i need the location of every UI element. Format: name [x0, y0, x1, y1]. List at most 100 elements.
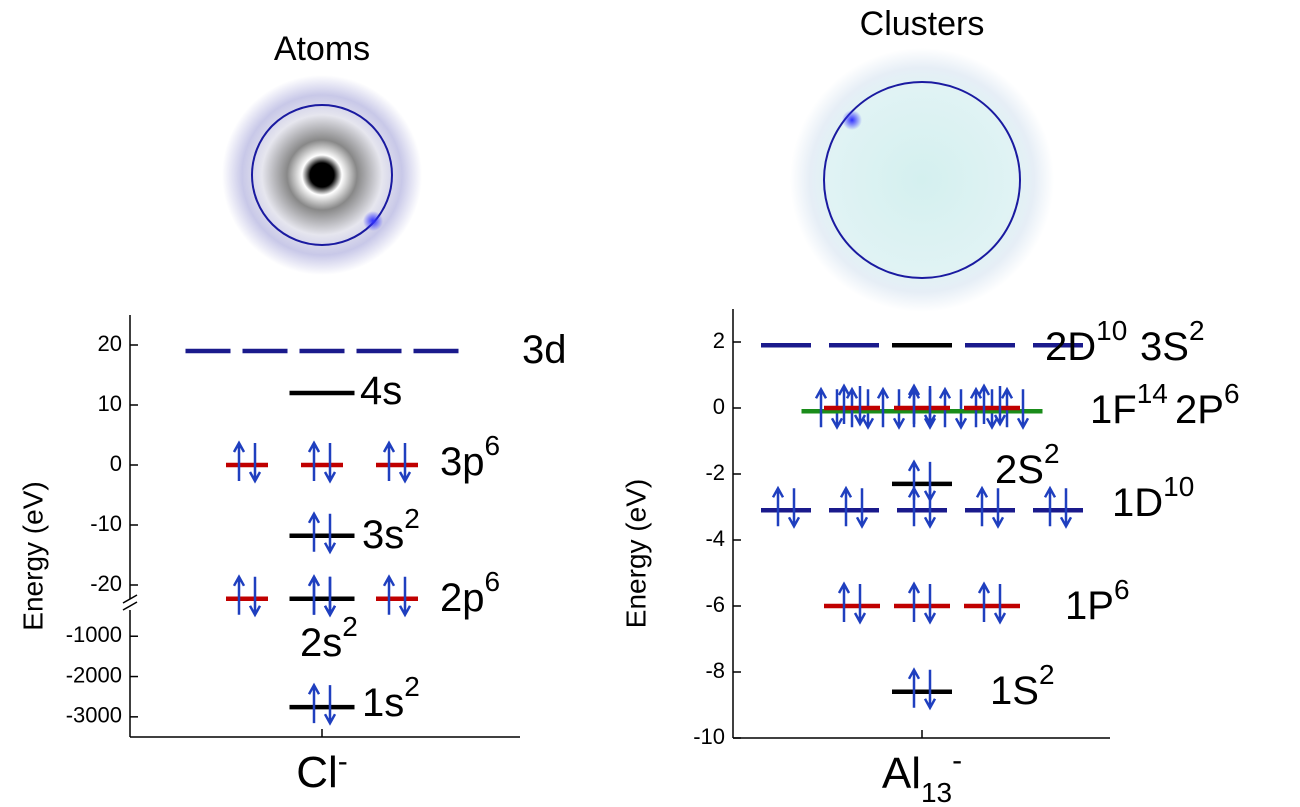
level-name: 2P	[1175, 388, 1224, 432]
level-occupancy: 2	[1039, 659, 1055, 690]
level-label: 2p6	[440, 566, 500, 619]
electron-up	[977, 488, 987, 526]
level-label: 2s2	[300, 611, 358, 664]
y-tick-label: -2	[705, 460, 725, 485]
electron-down	[789, 488, 799, 526]
y-tick-label: -6	[705, 592, 725, 617]
electron-up	[841, 488, 851, 526]
electron-up	[384, 443, 394, 481]
level-name: 2S	[995, 448, 1044, 492]
electron-up	[309, 514, 319, 552]
level-name: 1S	[990, 669, 1039, 713]
level-occupancy: 6	[1224, 378, 1240, 409]
level-label: 4s	[360, 369, 402, 413]
axis-break	[123, 602, 137, 610]
y-tick-label: 0	[713, 394, 725, 419]
level-label: 2S2	[995, 438, 1060, 491]
y-tick-label: 10	[98, 391, 122, 416]
level-name: 2p	[440, 576, 485, 620]
electron-down	[857, 488, 867, 526]
electron-down	[1061, 488, 1071, 526]
x-label-sup: -	[952, 744, 962, 777]
y-tick-label: -10	[90, 511, 122, 536]
electron-down	[325, 577, 335, 615]
level-occupancy: 10	[1163, 471, 1194, 502]
level-occupancy: 6	[1114, 574, 1130, 605]
level-name: 2D	[1045, 325, 1096, 369]
level-label: 2P6	[1175, 378, 1240, 431]
electron-up	[234, 577, 244, 615]
x-label-text: Cl	[296, 748, 338, 797]
level-name: 3S	[1140, 325, 1189, 369]
electron-down	[400, 577, 410, 615]
level-name: 1s	[362, 681, 404, 725]
level-occupancy: 2	[1189, 315, 1205, 346]
level-name: 3d	[522, 328, 567, 372]
y-tick-label: -1000	[66, 622, 122, 647]
x-label-sub: 13	[921, 777, 952, 807]
electron-up	[309, 577, 319, 615]
x-label-sup: -	[338, 745, 348, 778]
x-label-text: Al	[882, 749, 921, 798]
electron-up	[839, 584, 849, 622]
level-name: 3s	[362, 513, 404, 557]
electron-down	[995, 584, 1005, 622]
level-name: 4s	[360, 369, 402, 413]
electron-up	[773, 488, 783, 526]
electron-down	[325, 514, 335, 552]
level-label: 3s2	[362, 503, 420, 556]
electron-down	[325, 443, 335, 481]
level-label: 1s2	[362, 671, 420, 724]
atom-illustration	[222, 75, 422, 275]
electron-up	[309, 685, 319, 723]
x-axis-label: Cl-	[296, 745, 348, 797]
y-tick-label: -3000	[66, 703, 122, 728]
level-occupancy: 10	[1096, 315, 1127, 346]
chart-title: Atoms	[274, 30, 370, 68]
level-name: 1F	[1090, 388, 1137, 432]
electron-up	[909, 488, 919, 526]
electron-up	[909, 670, 919, 708]
level-label: 1S2	[990, 659, 1055, 712]
electron-down	[855, 584, 865, 622]
level-occupancy: 2	[342, 611, 358, 642]
level-label: 3d	[522, 328, 567, 372]
level-label: 1F14	[1090, 378, 1168, 431]
y-axis-label: Energy (eV)	[17, 481, 48, 630]
electron-up	[839, 386, 849, 424]
y-tick-label: -4	[705, 526, 725, 551]
y-tick-label: -2000	[66, 662, 122, 687]
level-name: 1D	[1112, 481, 1163, 525]
level-label: 1P6	[1065, 574, 1130, 627]
electron-up	[909, 584, 919, 622]
level-name: 2s	[300, 621, 342, 665]
y-axis-label: Energy (eV)	[620, 479, 651, 628]
level-label: 1D10	[1112, 471, 1194, 524]
level-label: 3p6	[440, 430, 500, 483]
level-name: 3p	[440, 440, 485, 484]
level-occupancy: 2	[1044, 438, 1060, 469]
y-tick-label: 2	[713, 328, 725, 353]
level-occupancy: 6	[485, 430, 501, 461]
y-tick-label: -20	[90, 571, 122, 596]
level-label: 2D10	[1045, 315, 1127, 368]
electron-down	[855, 386, 865, 424]
electron-up	[1045, 488, 1055, 526]
chart-title: Clusters	[860, 5, 985, 43]
electron-up	[384, 577, 394, 615]
level-occupancy: 6	[485, 566, 501, 597]
electron-down	[995, 386, 1005, 424]
y-tick-label: 0	[110, 451, 122, 476]
level-occupancy: 2	[404, 671, 420, 702]
electron-down	[925, 584, 935, 622]
level-name: 1P	[1065, 584, 1114, 628]
level-label: 3S2	[1140, 315, 1205, 368]
electron-down	[250, 443, 260, 481]
level-occupancy: 2	[404, 503, 420, 534]
figure: Atoms20100-10-20-1000-2000-3000Energy (e…	[0, 0, 1300, 807]
electron-up	[909, 386, 919, 424]
x-axis-label: Al13-	[882, 744, 962, 807]
electron-down	[325, 685, 335, 723]
y-tick-label: -10	[693, 724, 725, 749]
electron-down	[400, 443, 410, 481]
